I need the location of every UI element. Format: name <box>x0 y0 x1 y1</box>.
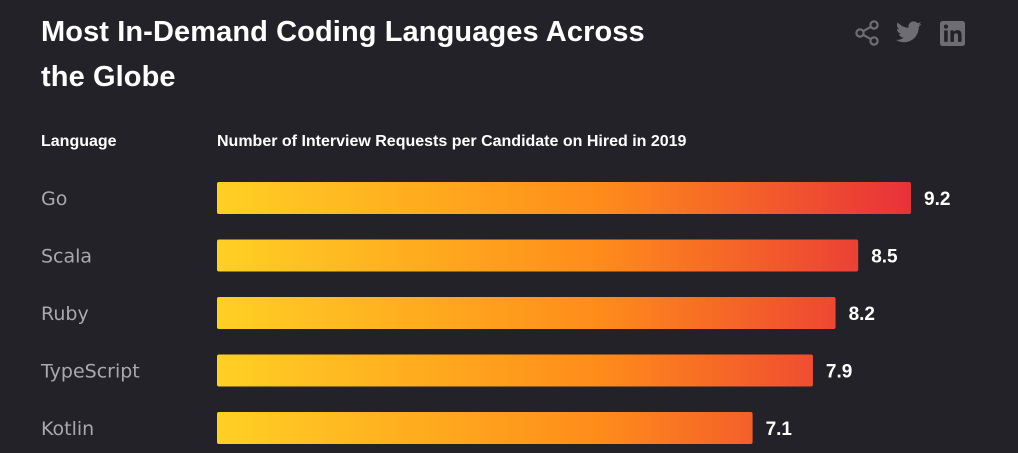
twitter-icon-glyph <box>896 21 922 43</box>
bar-value-label: 7.1 <box>766 419 793 440</box>
chart-title: Most In-Demand Coding Languages Across t… <box>41 16 645 93</box>
bar-value-label: 8.2 <box>849 304 875 325</box>
bar-value-label: 8.5 <box>871 247 898 268</box>
category-label: Ruby <box>41 303 89 325</box>
category-label: Scala <box>41 246 92 268</box>
bar <box>217 412 753 444</box>
bar <box>217 354 813 387</box>
bar <box>217 239 859 272</box>
bar <box>217 297 836 329</box>
linkedin-icon-glyph <box>940 20 965 46</box>
share-icon-glyph <box>855 20 879 46</box>
bar <box>217 182 911 214</box>
category-label: TypeScript <box>40 361 140 383</box>
category-label: Kotlin <box>41 418 94 440</box>
value-column-header: Number of Interview Requests per Candida… <box>217 133 687 150</box>
share-icon[interactable] <box>853 18 881 48</box>
bar-value-label: 7.9 <box>826 362 852 383</box>
category-column-header: Language <box>41 133 117 150</box>
linkedin-icon[interactable] <box>940 18 965 48</box>
category-label: Go <box>41 188 67 210</box>
twitter-icon[interactable] <box>896 18 922 48</box>
bar-value-label: 9.2 <box>924 189 950 210</box>
